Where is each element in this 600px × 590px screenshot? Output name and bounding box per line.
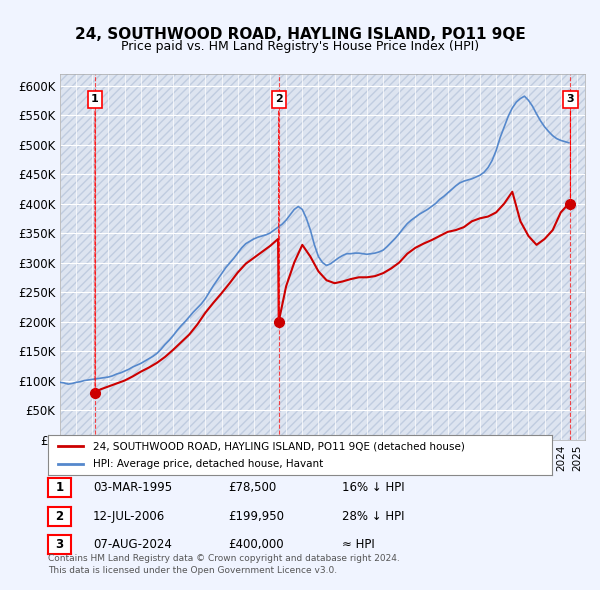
Text: 3: 3 — [55, 538, 64, 551]
Text: HPI: Average price, detached house, Havant: HPI: Average price, detached house, Hava… — [94, 458, 323, 468]
Text: 24, SOUTHWOOD ROAD, HAYLING ISLAND, PO11 9QE (detached house): 24, SOUTHWOOD ROAD, HAYLING ISLAND, PO11… — [94, 441, 465, 451]
Text: 3: 3 — [566, 94, 574, 201]
Text: 1: 1 — [91, 94, 99, 391]
Text: 03-MAR-1995: 03-MAR-1995 — [93, 481, 172, 494]
Text: 16% ↓ HPI: 16% ↓ HPI — [342, 481, 404, 494]
Text: 2: 2 — [275, 94, 283, 319]
Text: 12-JUL-2006: 12-JUL-2006 — [93, 510, 165, 523]
Text: Contains HM Land Registry data © Crown copyright and database right 2024.
This d: Contains HM Land Registry data © Crown c… — [48, 554, 400, 575]
Text: 24, SOUTHWOOD ROAD, HAYLING ISLAND, PO11 9QE: 24, SOUTHWOOD ROAD, HAYLING ISLAND, PO11… — [74, 27, 526, 41]
Text: 2: 2 — [55, 510, 64, 523]
Text: £78,500: £78,500 — [228, 481, 276, 494]
Text: 28% ↓ HPI: 28% ↓ HPI — [342, 510, 404, 523]
Text: 07-AUG-2024: 07-AUG-2024 — [93, 538, 172, 551]
Text: 1: 1 — [55, 481, 64, 494]
Text: Price paid vs. HM Land Registry's House Price Index (HPI): Price paid vs. HM Land Registry's House … — [121, 40, 479, 53]
Text: £400,000: £400,000 — [228, 538, 284, 551]
Text: £199,950: £199,950 — [228, 510, 284, 523]
Text: ≈ HPI: ≈ HPI — [342, 538, 375, 551]
